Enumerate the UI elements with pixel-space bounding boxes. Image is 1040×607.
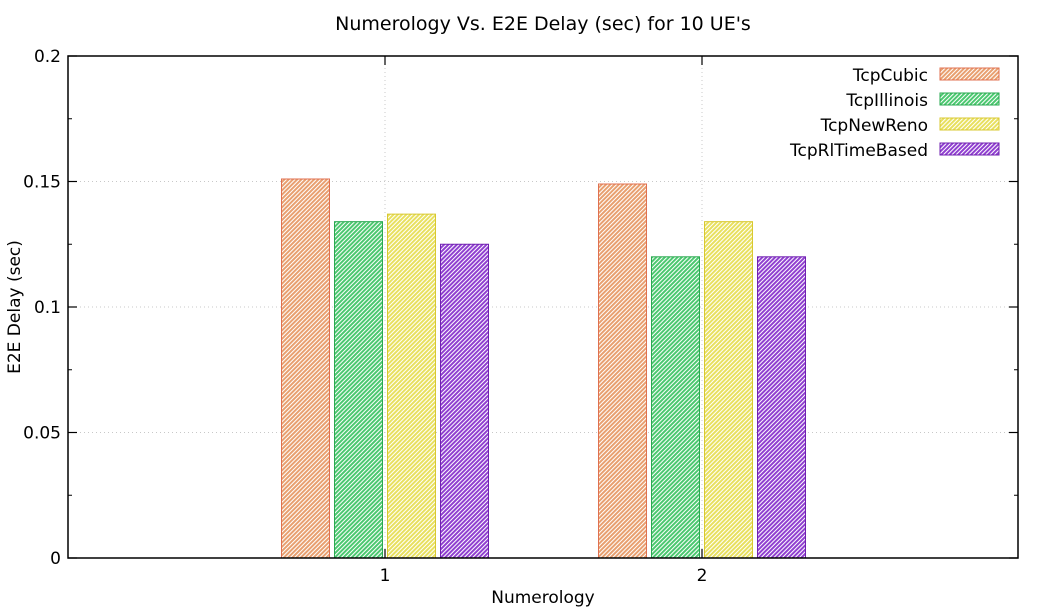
chart-title: Numerology Vs. E2E Delay (sec) for 10 UE… xyxy=(335,13,751,35)
y-tick-label: 0.05 xyxy=(23,424,61,444)
legend-swatch xyxy=(939,67,1000,81)
legend-label: TcpCubic xyxy=(852,66,928,86)
y-axis-label: E2E Delay (sec) xyxy=(5,240,25,374)
y-ticks: 0 0.05 0.1 0.15 0.2 xyxy=(23,47,1018,569)
bar-tcpcubic-2 xyxy=(598,183,647,559)
legend-label: TcpNewReno xyxy=(820,116,928,136)
bars xyxy=(281,178,806,559)
bar-tcpcubic-1 xyxy=(281,178,330,559)
bar-tcprltimebased-2 xyxy=(757,256,806,559)
legend: TcpCubic TcpIllinois TcpNewReno TcpRlTimeBa… xyxy=(789,66,1000,161)
legend-swatch xyxy=(939,142,1000,156)
x-tick-label: 1 xyxy=(380,566,391,586)
legend-label: TcpRlTimeBased xyxy=(789,141,928,161)
y-tick-label: 0.2 xyxy=(34,47,61,67)
legend-swatch xyxy=(939,92,1000,106)
legend-label: TcpIllinois xyxy=(845,91,928,111)
x-tick-label: 2 xyxy=(697,566,708,586)
y-tick-label: 0.1 xyxy=(34,298,61,318)
y-tick-label: 0.15 xyxy=(23,173,61,193)
bar-tcpnewreno-2 xyxy=(704,221,753,559)
bar-tcprltimebased-1 xyxy=(440,243,489,559)
y-tick-label: 0 xyxy=(50,549,61,569)
bar-tcpillinois-2 xyxy=(651,256,700,559)
x-axis-label: Numerology xyxy=(491,588,595,607)
legend-swatch xyxy=(939,117,1000,131)
bar-tcpnewreno-1 xyxy=(387,213,436,559)
bar-tcpillinois-1 xyxy=(334,221,383,559)
